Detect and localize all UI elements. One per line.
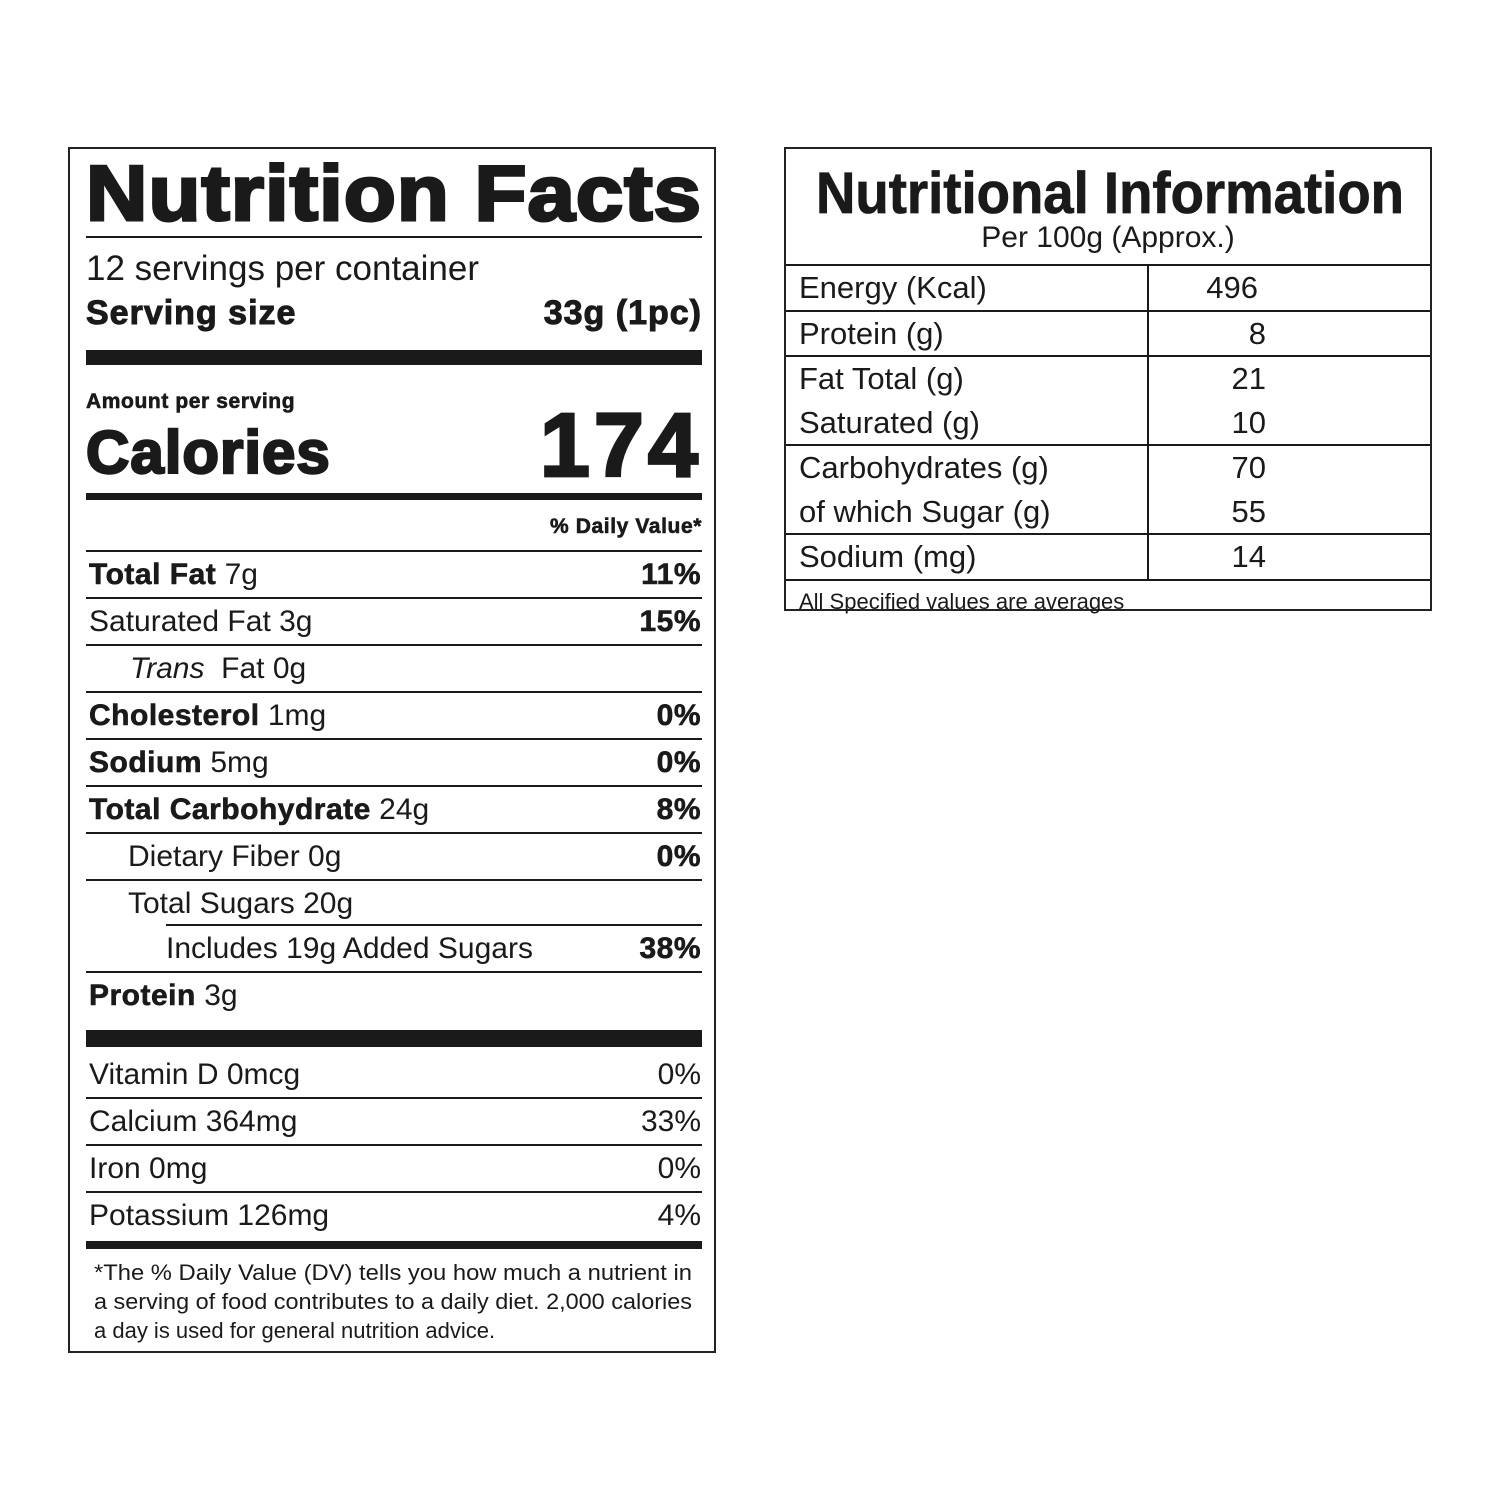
- table-row: Protein (g) 8: [786, 309, 1430, 356]
- calories-value: 174: [538, 394, 702, 497]
- row-value: 8: [1248, 315, 1266, 351]
- nutrient-amount: 24g: [379, 792, 430, 826]
- vitamin-list: Vitamin D 0mcg 0% Calcium 364mg 33% Iron…: [86, 1052, 702, 1238]
- servings-per-container: 12 servings per container: [86, 249, 479, 288]
- table-row: Sodium (mg) 14: [786, 533, 1430, 580]
- nutrient-dv: 15%: [639, 604, 701, 638]
- nutrient-amount: 7g: [224, 557, 258, 591]
- nutrient-name: Total Sugars 20g: [128, 886, 354, 920]
- vitamin-dv: 33%: [640, 1104, 701, 1138]
- nutritional-information-subtitle: Per 100g (Approx.): [981, 221, 1235, 254]
- nutrient-name-italic: Trans: [130, 651, 205, 685]
- daily-value-header: % Daily Value*: [550, 515, 702, 539]
- nutrient-list: Total Fat 7g 11% Saturated Fat 3g 15% Tr…: [86, 552, 702, 1018]
- serving-size-row: Serving size 33g (1pc): [85, 293, 702, 333]
- row-label: of which Sugar (g): [799, 493, 1051, 529]
- vitamin-dv: 0%: [657, 1057, 701, 1091]
- row-value: 70: [1231, 450, 1266, 485]
- nutrient-row-total-fat: Total Fat 7g 11%: [86, 552, 702, 599]
- nutritional-information-title: Nutritional Information: [816, 161, 1405, 226]
- amount-per-serving: Amount per serving: [86, 390, 296, 414]
- vitamin-name: Iron 0mg: [89, 1151, 208, 1185]
- row-value: 14: [1231, 539, 1266, 574]
- nutrient-name: Includes 19g Added Sugars: [166, 931, 533, 965]
- nutrient-name: Dietary Fiber 0g: [128, 839, 342, 873]
- serving-size-label: Serving size: [85, 294, 297, 333]
- nutrient-row-added-sugars: Includes 19g Added Sugars 38%: [86, 926, 702, 973]
- thick-divider: [86, 350, 702, 365]
- divider: [86, 236, 702, 238]
- nutrient-row-cholesterol: Cholesterol 1mg 0%: [86, 693, 702, 740]
- table-footer-row: All Specified values are averages: [786, 578, 1430, 623]
- vitamin-dv: 4%: [657, 1198, 701, 1232]
- vitamin-row-iron: Iron 0mg 0%: [86, 1146, 702, 1193]
- footnote-line: *The % Daily Value (DV) tells you how mu…: [94, 1260, 692, 1285]
- nutrient-row-total-sugars: Total Sugars 20g: [86, 881, 702, 926]
- vitamin-dv: 0%: [657, 1151, 701, 1185]
- medium-divider: [86, 493, 702, 500]
- nutrient-dv: 8%: [656, 792, 701, 826]
- row-value: 10: [1231, 404, 1266, 440]
- nutrient-name: Cholesterol: [89, 698, 260, 732]
- nutrient-name: Sodium: [89, 745, 202, 779]
- nutrient-amount: 5mg: [210, 745, 269, 779]
- averages-note: All Specified values are averages: [786, 578, 1430, 623]
- vitamin-name: Potassium 126mg: [89, 1198, 330, 1232]
- nutrient-name: Total Carbohydrate: [89, 792, 371, 826]
- calories-row: Calories 174: [85, 394, 702, 499]
- row-label: Sodium (mg): [799, 539, 977, 574]
- serving-size-value: 33g (1pc): [543, 294, 702, 333]
- medium-divider: [86, 1241, 702, 1249]
- row-label: Carbohydrates (g): [799, 450, 1049, 485]
- table-row: Energy (Kcal) 496: [786, 264, 1430, 311]
- nutrient-row-sodium: Sodium 5mg 0%: [86, 740, 702, 787]
- vitamin-name: Calcium 364mg: [89, 1104, 298, 1138]
- vitamin-row-vitamin-d: Vitamin D 0mcg 0%: [86, 1052, 702, 1099]
- divider: [86, 550, 702, 552]
- nutrient-dv: 0%: [656, 698, 701, 732]
- nutrient-row-total-carbohydrate: Total Carbohydrate 24g 8%: [86, 787, 702, 834]
- nutritional-information-panel: Nutritional Information Per 100g (Approx…: [784, 147, 1432, 623]
- nutrient-name: Saturated Fat 3g: [89, 604, 313, 638]
- row-label: Protein (g): [799, 315, 944, 351]
- row-value: 21: [1231, 361, 1266, 396]
- table-row: Carbohydrates (g) of which Sugar (g) 70 55: [786, 444, 1430, 534]
- nutrient-name: Fat 0g: [221, 651, 307, 685]
- nutritional-information-table: Energy (Kcal) 496 Protein (g) 8 Fat Tota…: [786, 264, 1430, 623]
- nutrient-dv: 11%: [641, 557, 701, 591]
- vitamin-name: Vitamin D 0mcg: [89, 1057, 301, 1091]
- vitamin-row-potassium: Potassium 126mg 4%: [86, 1193, 702, 1238]
- row-label: Fat Total (g): [799, 361, 964, 396]
- footnote-line: a day is used for general nutrition advi…: [94, 1318, 496, 1343]
- nutrient-row-trans-fat: Trans Fat 0g: [86, 646, 702, 693]
- nutrient-amount: 1mg: [267, 698, 327, 732]
- nutrient-dv: 38%: [639, 931, 701, 965]
- nutrient-name: Protein: [89, 978, 196, 1012]
- table-row: Fat Total (g) Saturated (g) 21 10: [786, 355, 1430, 445]
- nutrition-facts-panel: Nutrition Facts 12 servings per containe…: [68, 147, 716, 1353]
- row-label: Saturated (g): [799, 404, 980, 440]
- nutrient-amount: 3g: [204, 978, 238, 1012]
- calories-label: Calories: [85, 417, 331, 486]
- row-label: Energy (Kcal): [799, 270, 987, 305]
- nutrient-row-saturated-fat: Saturated Fat 3g 15%: [86, 599, 702, 646]
- nutrition-facts-title: Nutrition Facts: [84, 149, 702, 237]
- thick-divider: [86, 1030, 702, 1047]
- nutrient-name: Total Fat: [89, 557, 217, 591]
- footnote-line: a serving of food contributes to a daily…: [94, 1289, 692, 1314]
- row-value: 496: [1206, 270, 1258, 305]
- nutrient-row-dietary-fiber: Dietary Fiber 0g 0%: [86, 834, 702, 881]
- row-value: 55: [1231, 493, 1266, 529]
- vitamin-row-calcium: Calcium 364mg 33%: [86, 1099, 702, 1146]
- footnote: *The % Daily Value (DV) tells you how mu…: [94, 1258, 694, 1345]
- nutrient-dv: 0%: [656, 745, 701, 779]
- nutrient-dv: 0%: [656, 839, 701, 873]
- nutrient-row-protein: Protein 3g: [86, 973, 702, 1018]
